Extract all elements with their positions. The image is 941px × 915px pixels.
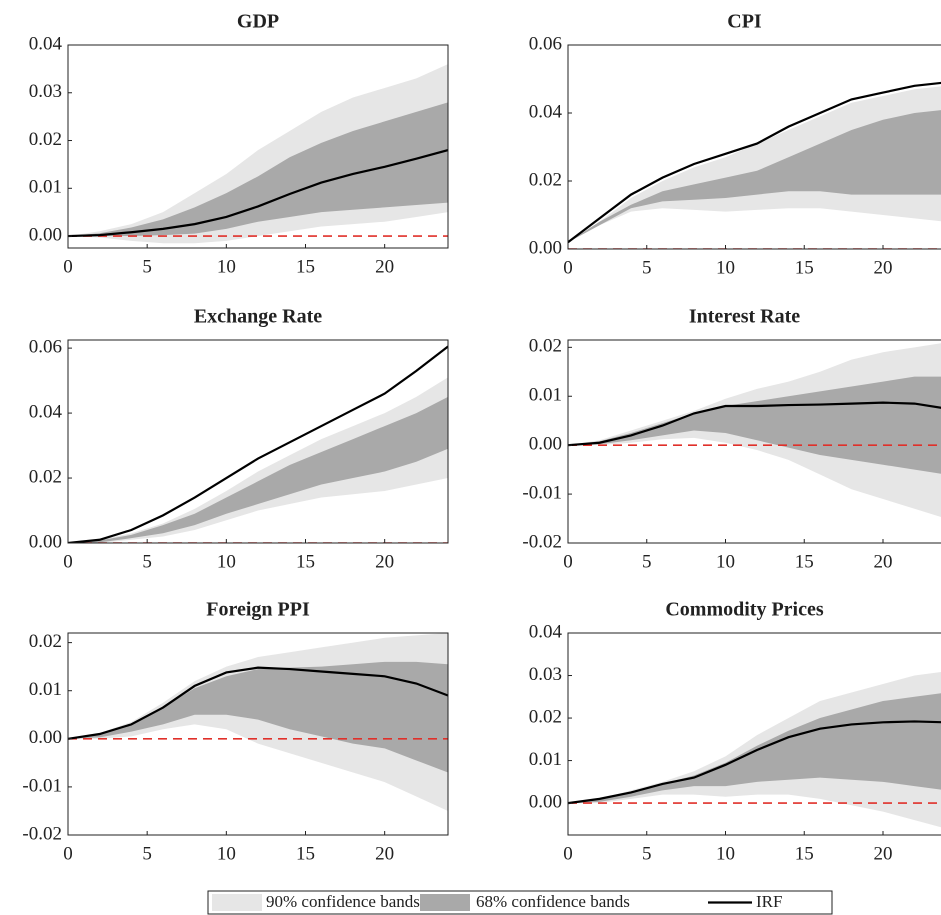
x-tick-label: 15: [795, 257, 814, 278]
x-tick-label: 20: [874, 843, 893, 864]
x-tick-label: 5: [142, 256, 152, 277]
y-tick-label: 0.04: [29, 33, 63, 54]
y-tick-label: -0.02: [522, 531, 562, 552]
x-tick-label: 10: [217, 256, 236, 277]
confidence-band: [568, 110, 941, 243]
y-tick-label: 0.00: [529, 434, 562, 455]
axes-frame: [567, 632, 941, 836]
axes-frame: [567, 44, 941, 250]
y-tick-label: 0.02: [29, 129, 62, 150]
irf-line: [68, 345, 448, 543]
x-tick-label: 20: [375, 256, 394, 277]
y-tick-label: 0.01: [29, 679, 62, 700]
y-tick-label: 0.03: [29, 81, 62, 102]
confidence-band: [568, 86, 941, 243]
x-tick-label: 5: [642, 551, 652, 572]
y-tick-label: -0.01: [522, 482, 562, 503]
y-tick-label: 0.01: [529, 749, 562, 770]
x-tick-label: 15: [795, 843, 814, 864]
y-tick-label: 0.00: [529, 791, 562, 812]
x-tick-label: 20: [874, 257, 893, 278]
y-tick-label: -0.01: [22, 775, 62, 796]
x-tick-label: 15: [296, 256, 315, 277]
y-tick-label: 0.01: [29, 177, 62, 198]
y-tick-label: 0.00: [29, 224, 62, 245]
x-tick-label: 10: [217, 551, 236, 572]
y-tick-label: 0.04: [529, 621, 563, 642]
legend: 90% confidence bands 68% confidence bands…: [207, 890, 833, 915]
y-tick-label: 0.06: [29, 336, 62, 357]
irf-line: [568, 401, 941, 447]
axes-frame: [67, 44, 449, 249]
legend-label: 68% confidence bands: [476, 892, 630, 911]
x-tick-label: 0: [563, 843, 573, 864]
y-tick-label: 0.03: [529, 664, 562, 685]
x-tick-label: 20: [874, 551, 893, 572]
confidence-band: [68, 661, 448, 773]
x-tick-label: 20: [375, 843, 394, 864]
plot-area: [568, 343, 941, 517]
irf-line: [568, 81, 941, 244]
x-tick-label: 15: [296, 551, 315, 572]
y-tick-label: 0.04: [29, 401, 63, 422]
legend-swatch: [212, 894, 262, 911]
x-tick-label: 0: [63, 843, 73, 864]
y-tick-label: 0.00: [29, 531, 62, 552]
y-tick-label: 0.02: [29, 631, 62, 652]
plot-area: [68, 633, 448, 811]
chart-title: CPI: [727, 11, 762, 33]
x-tick-label: 0: [63, 256, 73, 277]
x-tick-label: 5: [142, 551, 152, 572]
x-tick-label: 10: [716, 551, 735, 572]
plot-area: [68, 345, 448, 543]
plot-area: [568, 671, 941, 828]
legend-swatch: [420, 894, 470, 911]
x-tick-label: 15: [296, 843, 315, 864]
x-tick-label: 20: [375, 551, 394, 572]
chart-title: Interest Rate: [689, 306, 800, 328]
axes-frame: [67, 632, 449, 836]
chart-title: GDP: [237, 11, 279, 33]
axes-frame: [567, 339, 941, 544]
axes-frame: [67, 339, 449, 544]
y-tick-label: 0.04: [529, 101, 563, 122]
legend-box: [207, 890, 833, 915]
x-tick-label: 5: [642, 843, 652, 864]
confidence-band: [68, 102, 448, 237]
confidence-band: [568, 693, 941, 804]
y-tick-label: -0.02: [22, 823, 62, 844]
y-tick-label: 0.06: [529, 33, 562, 54]
x-tick-label: 5: [142, 843, 152, 864]
chart-title: Commodity Prices: [665, 599, 824, 621]
chart-title: Exchange Rate: [194, 306, 322, 328]
x-tick-label: 15: [795, 551, 814, 572]
irf-line: [568, 720, 941, 805]
confidence-band: [68, 396, 448, 543]
confidence-band: [568, 376, 941, 474]
x-tick-label: 10: [716, 843, 735, 864]
x-tick-label: 10: [217, 843, 236, 864]
y-tick-label: 0.00: [529, 237, 562, 258]
x-tick-label: 0: [563, 551, 573, 572]
x-tick-label: 0: [563, 257, 573, 278]
legend-label: 90% confidence bands: [266, 892, 420, 911]
y-tick-label: 0.02: [529, 169, 562, 190]
irf-line: [68, 149, 448, 238]
irf-line: [68, 666, 448, 740]
x-tick-label: 0: [63, 551, 73, 572]
y-tick-label: 0.00: [29, 727, 62, 748]
y-tick-label: 0.02: [29, 466, 62, 487]
plot-area: [68, 64, 448, 244]
y-tick-label: 0.01: [529, 385, 562, 406]
plot-area: [568, 81, 941, 249]
legend-label: IRF: [756, 892, 782, 911]
x-tick-label: 10: [716, 257, 735, 278]
y-tick-label: 0.02: [529, 336, 562, 357]
chart-title: Foreign PPI: [206, 599, 310, 621]
x-tick-label: 5: [642, 257, 652, 278]
y-tick-label: 0.02: [529, 706, 562, 727]
